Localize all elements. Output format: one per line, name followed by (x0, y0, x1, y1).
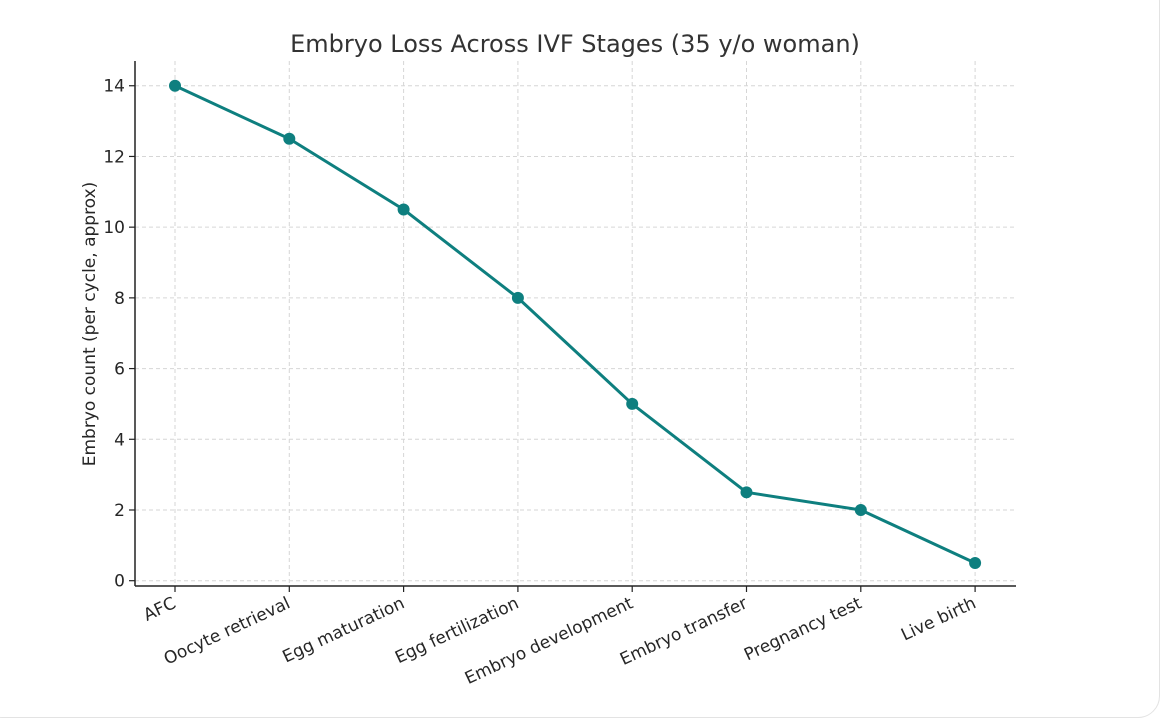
y-tick-label: 8 (114, 289, 125, 309)
x-tick-label: Pregnancy test (741, 593, 865, 665)
series-line (173, 84, 977, 565)
y-ticks: 0 2 4 6 8 10 12 14 (103, 77, 135, 592)
chart-title: Embryo Loss Across IVF Stages (35 y/o wo… (290, 30, 860, 58)
y-tick-label: 12 (103, 147, 125, 167)
data-point (740, 486, 753, 499)
data-point (397, 203, 410, 216)
x-tick-label: Oocyte retrieval (161, 593, 293, 669)
y-tick-label: 2 (114, 501, 125, 521)
data-point (283, 132, 296, 145)
x-tick-label: AFC (140, 593, 179, 625)
data-point (854, 503, 867, 516)
data-point (969, 557, 982, 570)
data-point (626, 397, 639, 410)
y-tick-label: 14 (103, 77, 125, 97)
y-tick-label: 10 (103, 218, 125, 238)
data-point (169, 79, 181, 92)
x-tick-label: Egg maturation (280, 593, 408, 667)
gridlines (135, 61, 1016, 586)
y-tick-label: 0 (114, 572, 125, 592)
data-point (511, 291, 524, 304)
x-tick-label: Live birth (898, 593, 979, 645)
axes (134, 61, 1016, 587)
y-axis-label: Embryo count (per cycle, approx) (80, 182, 100, 467)
y-tick-label: 6 (114, 360, 125, 380)
series (169, 79, 982, 570)
y-tick-label: 4 (114, 430, 125, 450)
x-tick-label: Embryo transfer (617, 593, 751, 669)
